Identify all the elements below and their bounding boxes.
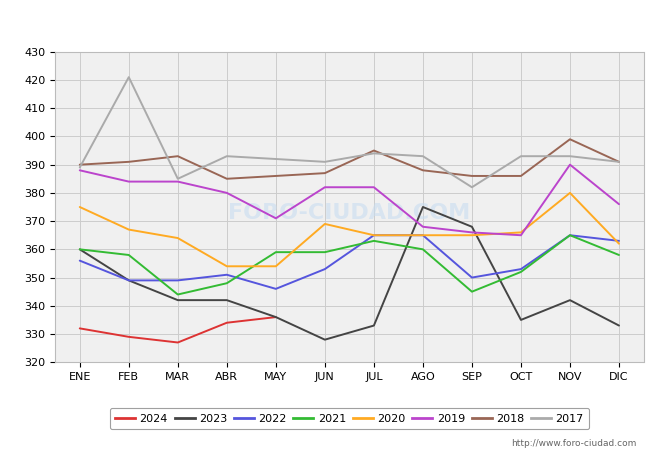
Text: Afiliados en Zarza la Mayor a 31/5/2024: Afiliados en Zarza la Mayor a 31/5/2024	[159, 14, 491, 33]
Text: FORO-CIUDAD.COM: FORO-CIUDAD.COM	[228, 203, 471, 223]
Legend: 2024, 2023, 2022, 2021, 2020, 2019, 2018, 2017: 2024, 2023, 2022, 2021, 2020, 2019, 2018…	[110, 408, 589, 429]
Text: http://www.foro-ciudad.com: http://www.foro-ciudad.com	[512, 439, 637, 448]
